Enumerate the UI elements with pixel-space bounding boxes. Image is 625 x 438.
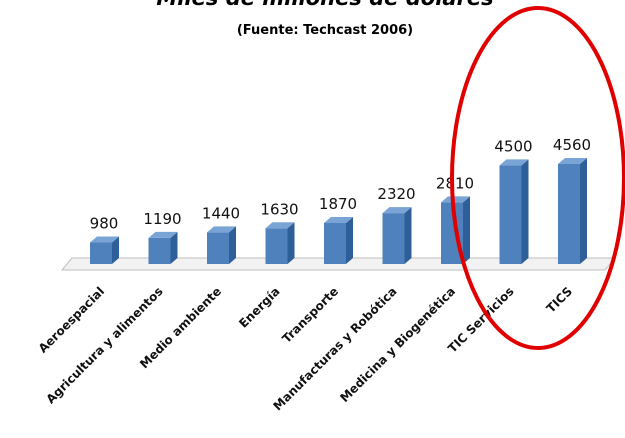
bar <box>324 216 353 264</box>
bar-side <box>229 226 236 264</box>
value-label: 1630 <box>260 200 298 218</box>
bar-side <box>112 236 119 264</box>
bar-top <box>499 159 529 166</box>
x-tick-label: Agricultura y alimentos <box>43 284 165 406</box>
bar <box>558 158 587 264</box>
value-label: 1190 <box>143 210 181 228</box>
value-label: 980 <box>90 215 119 233</box>
bar-front <box>558 164 580 264</box>
bar-top <box>558 158 587 164</box>
value-label: 2810 <box>436 174 474 192</box>
bar-front <box>382 213 405 264</box>
bar-top <box>207 226 236 233</box>
x-tick-label: Energía <box>236 284 282 330</box>
bar-side <box>463 196 470 264</box>
value-label: 2320 <box>377 185 415 203</box>
value-label: 4500 <box>494 137 532 155</box>
x-tick-label: Transporte <box>279 284 341 346</box>
bar-top <box>324 216 353 223</box>
value-label: 4560 <box>553 136 591 154</box>
bar <box>90 236 119 264</box>
bar <box>265 222 295 264</box>
bar <box>207 226 236 264</box>
bar <box>441 196 470 264</box>
x-tick-label: Manufacturas y Robótica <box>271 284 400 413</box>
bar-side <box>287 222 295 264</box>
bar-top <box>441 196 470 203</box>
bar-side <box>404 207 412 264</box>
bar-front <box>265 228 288 264</box>
bar-front <box>324 222 346 264</box>
bar-side <box>580 158 587 264</box>
chart-title: Miles de millones de dólares <box>156 0 493 10</box>
bar-front <box>499 165 522 264</box>
bar-top <box>90 236 119 243</box>
highlight-ellipse <box>450 6 625 350</box>
value-label: 1870 <box>319 195 357 213</box>
x-tick-label: TICS <box>544 284 575 315</box>
bar-top <box>382 207 412 214</box>
bar <box>499 159 529 264</box>
bar-front <box>90 242 112 264</box>
bar-front <box>441 202 463 264</box>
bar-side <box>170 231 178 264</box>
bar <box>382 207 412 264</box>
bar-top <box>148 231 178 238</box>
bar-side <box>521 159 529 264</box>
chart-subtitle: (Fuente: Techcast 2006) <box>237 23 413 38</box>
bar-top <box>265 222 295 229</box>
x-tick-label: Medicina y Biogenética <box>337 284 458 405</box>
bar-front <box>148 237 171 264</box>
bar-front <box>207 232 229 264</box>
bar-side <box>346 216 353 264</box>
value-label: 1440 <box>202 204 240 222</box>
bar <box>148 231 178 264</box>
